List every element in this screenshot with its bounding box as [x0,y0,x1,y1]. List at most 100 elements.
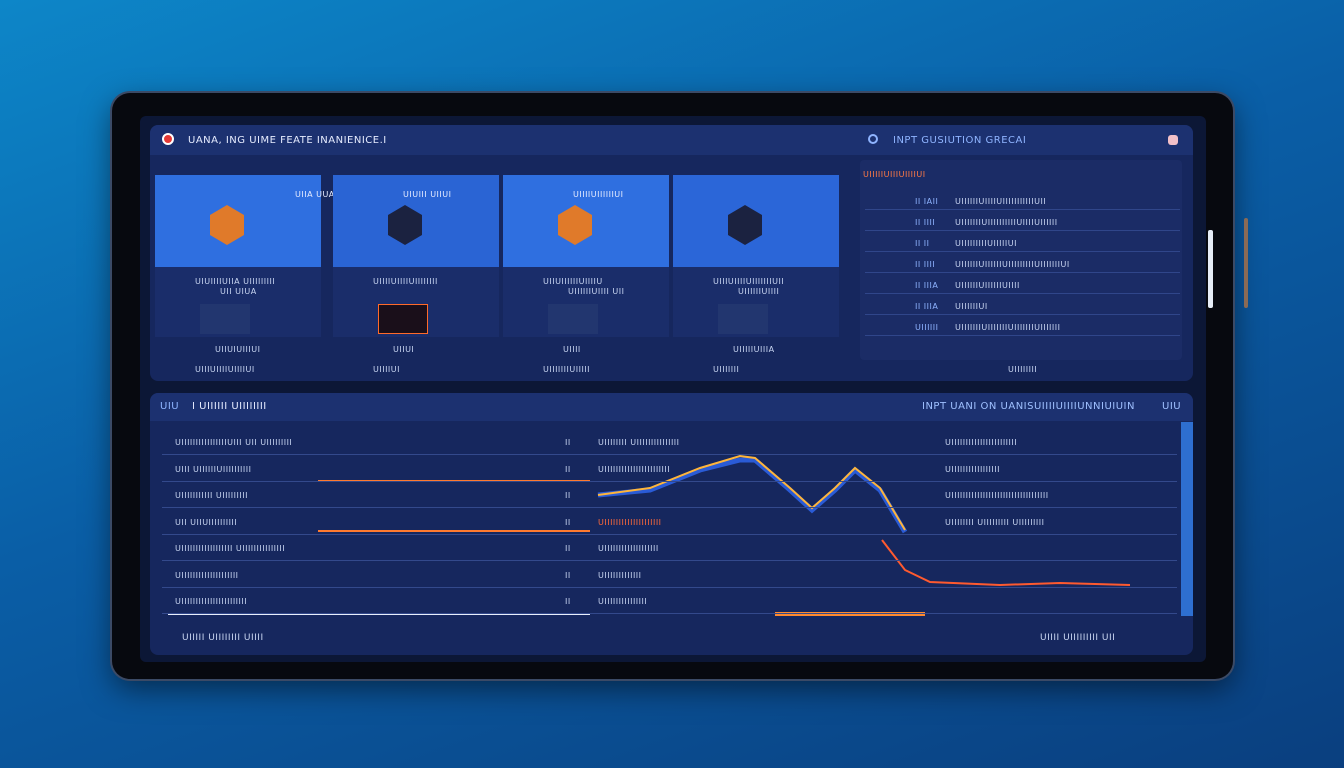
card-footer: UIIUIUIIIUI [215,345,261,354]
bottom-title: I UIIIIII UIIIIIIII [192,401,267,412]
row-line [162,613,1177,614]
card-sub: UIIIIIIUIIII UII [568,287,625,296]
card-top-label: UIUIII UIIUI [403,190,452,199]
card-thumb [378,304,428,334]
card-icon [728,205,762,245]
bottom-right-badge: UIU [1162,401,1182,412]
top-header [150,125,1193,155]
row-num: II [565,464,571,474]
card-bottom: UIIIIUI [373,365,401,374]
row-line [162,560,1177,561]
row-label: UIIIIIIIIIIIIIIIIIIIIIII [175,597,248,606]
footer-left: UIIIII UIIIIIIII UIIII [182,633,264,643]
edge-button [1244,218,1248,308]
card-bottom: UIIIUIIIIUIIIIUI [195,365,255,374]
card-top-label: UIIIIUIIIIIIUI [573,190,624,199]
side-row-key: II IAII [915,197,939,206]
side-row-key: II IIIA [915,302,939,311]
row-num: II [565,597,571,606]
bottom-right-title: INPT UANI ON UANISUIIIIUIIIIUNNIUIUIN [922,401,1135,412]
trend-line [597,454,906,531]
side-row-key: II II [915,239,930,248]
row-num: II [565,544,571,553]
row-line [162,586,1177,588]
side-row-line [865,335,1180,336]
footer-right: UIIII UIIIIIIIII UII [1040,633,1116,643]
bottom-header [150,393,1193,421]
card-thumb [200,304,250,334]
side-row-key: UIIIIII [915,323,939,332]
row-right: UIIIIIIIIIIIIIIIII [945,464,1000,474]
card-caption: UIIUIIIIIIUIIIIU [543,277,603,286]
row-mid: UIIIIIIIIIIIIIIIIIIII [598,517,662,527]
row-line [162,480,1177,482]
row-num: II [565,517,571,527]
row-mid: UIIIIIIII UIIIIIIIIIIIIIII [598,438,680,447]
row-num: II [565,570,571,580]
header-title: UANA, ING UIME FEATE INANIENICE.I [188,135,387,146]
side-row-text: UIIIIIIIUIIIIIIIUIIIIIIIUIIIIIII [955,323,1061,332]
record-icon[interactable] [162,133,174,145]
header-right-title: INPT GUSIUTION GRECAI [893,135,1027,146]
card-icon [558,205,592,245]
card-sub: UIIIIIIUIIII [738,287,780,296]
row-mid: UIIIIIIIIIIIII [598,570,642,580]
side-row-line [865,251,1180,252]
card-top-label: UIIA UUA UI [295,190,348,199]
side-row-line [865,209,1180,210]
side-row-text: UIIIIIIUIIIIIIUIIII [955,281,1020,290]
side-row-key: II IIII [915,218,936,227]
card-bottom: UIIIIIII [713,365,740,374]
card-sub: UII UIUA [220,287,257,296]
side-row-text: UIIIIIIIIIUIIIIIUI [955,239,1017,248]
side-row-line [865,314,1180,315]
side-panel-title: UIIIIIUIIIUIIIIUI [863,170,926,179]
row-label: UIIIIIIIIIIIIIIIIII UIIIIIIIIIIIIIII [175,544,286,553]
card-caption: UIIIIUIIIIUIIIIIIII [373,277,438,286]
close-icon[interactable] [1168,135,1178,145]
side-row-key: II IIIA [915,281,939,290]
trend-line [881,539,1131,587]
card-footer: UIIUI [393,345,415,354]
side-row-text: UIIIIIIUIIIIIIUIIIIIIIIIUIIIIIIIUI [955,260,1070,269]
row-line [162,507,1177,508]
row-num: II [565,438,571,447]
settings-icon[interactable] [868,134,878,144]
trend-shadow [597,457,908,534]
bottom-panel [150,393,1193,655]
card-icon [210,205,244,245]
card-footer: UIIIIIUIIIA [733,345,775,354]
row-label: UIIIIIIIIIII UIIIIIIIII [175,491,248,500]
card-footer: UIIII [563,345,581,354]
bottom-badge: UIU [160,401,180,412]
side-row-text: UIIIIIIUIIIIUIIIIIIIIIIIUII [955,197,1047,206]
card-caption: UIIIUIIIIUIIIIIIIUII [713,277,785,286]
row-right: UIIIIIIIIIIIIIIIIIIIIIII [945,438,1018,447]
card-thumb [718,304,768,334]
side-row-line [865,272,1180,273]
row-label: UII UIIUIIIIIIIIII [175,517,238,527]
row-mid: UIIIIIIIIIIIIIIIIIIIIIII [598,464,671,474]
side-row-line [865,230,1180,231]
side-row-text: UIIIIIIUI [955,302,988,311]
row-label: UIIIIIIIIIIIIIIIIUIII UII UIIIIIIIII [175,438,293,447]
row-mid: UIIIIIIIIIIIIIII [598,597,648,606]
side-row-key: II IIII [915,260,936,269]
side-panel-footer: UIIIIIIII [1008,365,1038,374]
row-label: UIII UIIIIIIUIIIIIIIIII [175,464,252,474]
row-right: UIIIIIIII UIIIIIIIII UIIIIIIIII [945,517,1045,527]
card-bottom: UIIIIIIIUIIIII [543,365,591,374]
card-caption: UIUIIIIUIIA UIIIIIIIII [195,277,276,286]
side-row-line [865,293,1180,294]
scrollbar[interactable] [1181,422,1193,616]
row-line [162,533,1177,535]
card-thumb [548,304,598,334]
side-button [1208,230,1213,308]
row-num: II [565,491,571,500]
row-label: UIIIIIIIIIIIIIIIIIIII [175,570,239,580]
side-row-text: UIIIIIIIUIIIIIIIIIIUIIIIUIIIIII [955,218,1058,227]
side-panel [860,160,1182,360]
row-line [162,454,1177,455]
row-right: UIIIIIIIIIIIIIIIIIIIIIIIIIIIIIIIIII [945,491,1049,500]
